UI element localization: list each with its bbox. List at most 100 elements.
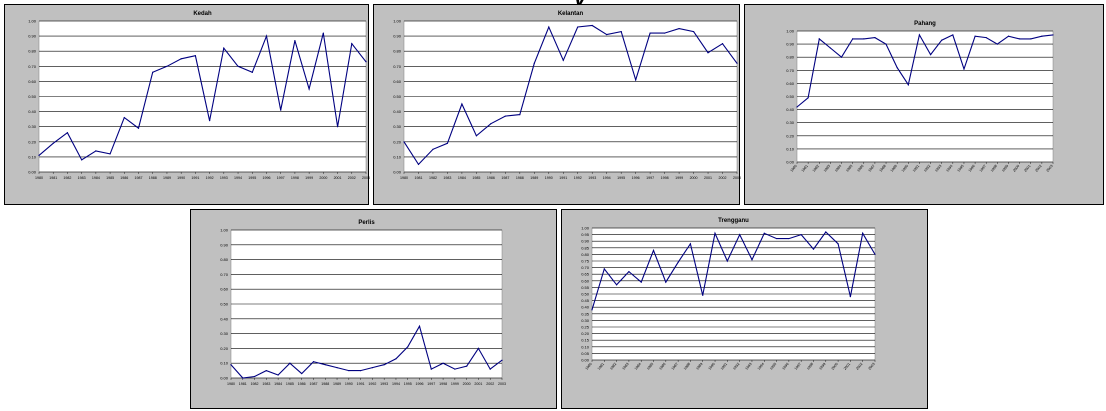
y-tick-label: 0.00 bbox=[393, 170, 402, 175]
x-tick-label: 1992 bbox=[732, 362, 740, 371]
data-point bbox=[466, 365, 468, 367]
x-tick-label: 1995 bbox=[957, 164, 965, 173]
x-tick-label: 2003 bbox=[498, 382, 506, 386]
x-tick-label: 1994 bbox=[603, 176, 611, 180]
y-tick-label: 0.75 bbox=[581, 259, 590, 264]
data-point bbox=[739, 234, 741, 236]
x-tick-label: 2002 bbox=[486, 382, 494, 386]
data-point bbox=[308, 88, 310, 90]
x-tick-label: 2000 bbox=[463, 382, 471, 386]
x-tick-label: 1988 bbox=[516, 176, 524, 180]
data-point bbox=[863, 38, 865, 40]
chart-title: Kedah bbox=[193, 11, 212, 17]
y-tick-label: 0.30 bbox=[28, 124, 37, 129]
y-tick-label: 0.40 bbox=[786, 107, 795, 112]
x-tick-label: 1992 bbox=[923, 164, 931, 173]
y-tick-label: 0.50 bbox=[581, 292, 590, 297]
x-tick-label: 1991 bbox=[191, 176, 199, 180]
x-tick-label: 1989 bbox=[695, 362, 703, 371]
x-tick-label: 1981 bbox=[239, 382, 247, 386]
data-point bbox=[1030, 38, 1032, 40]
data-point bbox=[689, 243, 692, 245]
data-point bbox=[417, 163, 420, 166]
y-tick-label: 0.70 bbox=[220, 272, 229, 277]
x-tick-label: 1994 bbox=[757, 362, 765, 371]
data-point bbox=[418, 325, 421, 327]
y-tick-label: 0.45 bbox=[581, 298, 590, 303]
y-tick-label: 0.60 bbox=[28, 79, 37, 84]
chart-title: Pahang bbox=[914, 21, 936, 27]
data-point bbox=[95, 150, 97, 152]
y-tick-label: 0.20 bbox=[28, 139, 37, 144]
data-point bbox=[825, 231, 827, 233]
chart-svg-perlis: Perlis 0.00 0.10 0.20 0.30 0.40 0.50 0.60 0.70 0.… bbox=[220, 220, 506, 386]
x-tick-label: 1982 bbox=[429, 176, 437, 180]
y-tick-label: 0.55 bbox=[581, 285, 590, 290]
x-tick-label: 1990 bbox=[708, 362, 716, 371]
data-point bbox=[678, 27, 680, 30]
data-point bbox=[477, 347, 480, 349]
data-point bbox=[280, 109, 282, 111]
x-tick-label: 1983 bbox=[78, 176, 86, 180]
series-line bbox=[403, 24, 738, 166]
data-point bbox=[1052, 34, 1054, 36]
y-tick-label: 0.60 bbox=[220, 287, 229, 292]
data-point bbox=[677, 261, 679, 263]
y-tick-label: 0.05 bbox=[581, 351, 590, 356]
x-tick-label: 2003 bbox=[868, 362, 876, 371]
x-tick-label: 1989 bbox=[890, 164, 898, 173]
x-tick-label: 2002 bbox=[855, 362, 863, 371]
x-tick-label: 1987 bbox=[671, 362, 679, 371]
y-tick-label: 0.70 bbox=[581, 265, 590, 270]
y-tick-label: 0.80 bbox=[581, 252, 590, 257]
x-tick-label: 1997 bbox=[646, 176, 654, 180]
data-point bbox=[289, 362, 291, 364]
x-tick-label: 2001 bbox=[704, 176, 712, 180]
x-tick-label: 1985 bbox=[286, 382, 294, 386]
data-point bbox=[407, 346, 409, 348]
y-tick-label: 0.00 bbox=[786, 160, 795, 165]
series-line bbox=[591, 231, 876, 310]
x-tick-label: 1996 bbox=[781, 362, 789, 371]
x-tick-label: 1992 bbox=[206, 176, 214, 180]
y-tick-label: 0.00 bbox=[220, 376, 229, 381]
x-tick-label: 1982 bbox=[609, 362, 617, 371]
data-point bbox=[237, 65, 239, 67]
data-point bbox=[253, 375, 256, 378]
y-tick-label: 0.40 bbox=[220, 316, 229, 321]
data-point bbox=[490, 123, 492, 125]
x-tick-label: 1986 bbox=[487, 176, 495, 180]
data-point bbox=[52, 142, 54, 144]
data-point bbox=[603, 268, 605, 270]
data-point bbox=[829, 47, 831, 49]
chart-title: Perlis bbox=[358, 220, 375, 226]
data-point bbox=[736, 62, 738, 64]
y-tick-label: 1.00 bbox=[28, 19, 37, 24]
data-point bbox=[918, 34, 921, 36]
y-tick-label: 0.30 bbox=[393, 124, 402, 129]
chart-svg-pahang: Pahang 0.00 0.10 0.20 0.30 0.40 0.50 0.60 0.70 0.… bbox=[786, 21, 1054, 173]
data-point bbox=[242, 377, 244, 379]
data-point bbox=[726, 260, 728, 262]
data-point bbox=[591, 24, 593, 27]
x-tick-label: 1985 bbox=[106, 176, 114, 180]
y-tick-label: 0.30 bbox=[786, 120, 795, 125]
x-tick-label: 1982 bbox=[812, 164, 820, 173]
x-tick-label: 1981 bbox=[597, 362, 605, 371]
y-tick-label: 0.10 bbox=[581, 344, 590, 349]
data-point bbox=[519, 114, 521, 116]
chart-panel-kedah: Kedah 0.00 0.10 0.20 0.30 0.40 0.50 0.60 0.70 0.8… bbox=[4, 4, 370, 205]
data-point bbox=[489, 368, 491, 370]
chart-panel-trengganu: Trengganu 0.00 0.05 0.10 0.15 0.20 0.25 0.30 0.3… bbox=[561, 209, 928, 409]
data-point bbox=[796, 106, 798, 108]
y-tick-label: 0.20 bbox=[581, 331, 590, 336]
data-point bbox=[577, 26, 579, 28]
x-tick-label: 1996 bbox=[632, 176, 640, 180]
data-point bbox=[137, 127, 140, 129]
chart-svg-kelantan: Kelantan 0.00 0.10 0.20 0.30 0.40 0.50 0.60 0.70… bbox=[393, 11, 741, 180]
data-point bbox=[336, 367, 338, 369]
x-tick-label: 1999 bbox=[305, 176, 313, 180]
data-point bbox=[504, 115, 506, 117]
x-tick-label: 1998 bbox=[661, 176, 669, 180]
data-point bbox=[974, 35, 976, 37]
